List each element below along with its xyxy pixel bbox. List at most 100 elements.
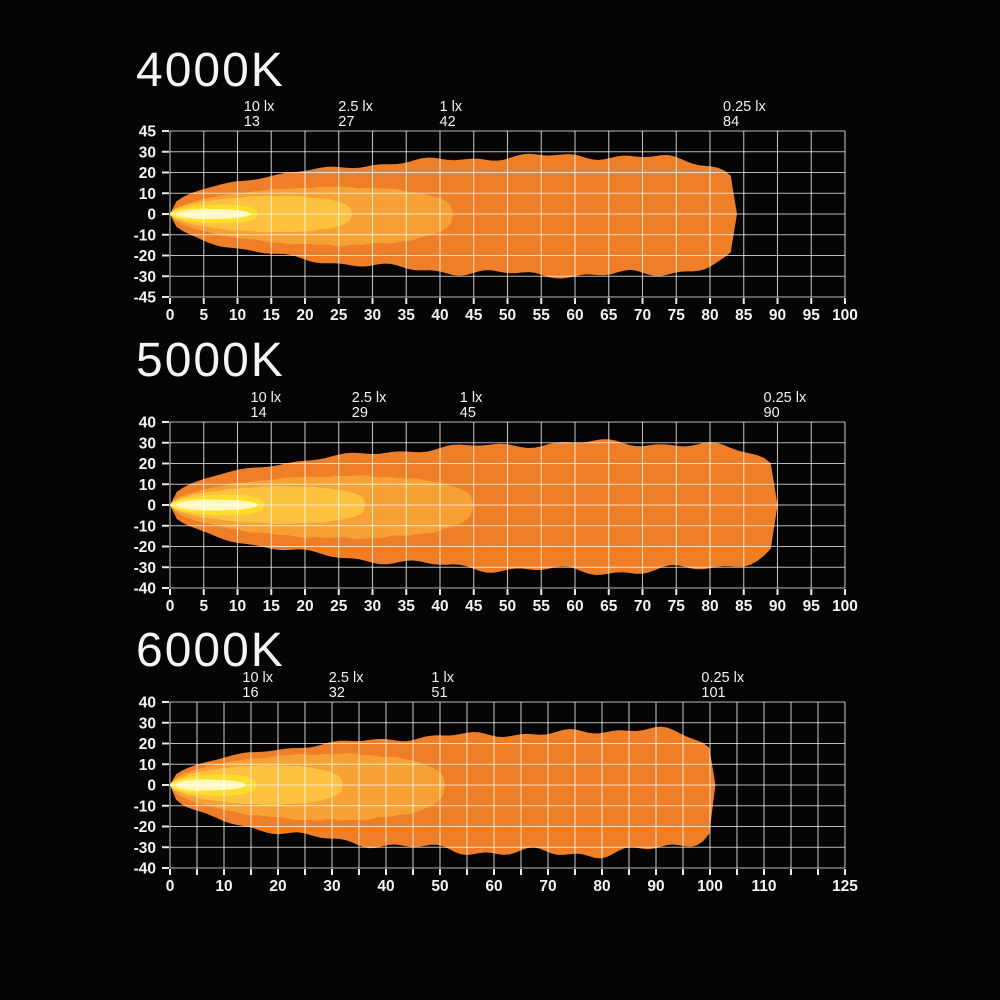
x-tick-label: 5 — [199, 598, 208, 615]
x-tick-label: 20 — [296, 307, 313, 324]
annotation-distance: 27 — [338, 114, 354, 130]
annotation-distance: 90 — [764, 405, 780, 421]
x-tick-label: 25 — [330, 598, 348, 615]
x-tick-label: 110 — [751, 878, 776, 895]
x-tick-label: 40 — [431, 307, 448, 324]
x-tick-label: 70 — [634, 598, 651, 615]
x-tick-label: 95 — [803, 598, 821, 615]
annotation-lux-value: 10 lx — [242, 670, 273, 686]
y-tick-label: 40 — [139, 695, 156, 712]
chart-grid — [169, 421, 846, 589]
y-tick-label: 30 — [139, 435, 156, 452]
annotation-distance: 101 — [701, 685, 725, 701]
x-tick-label: 80 — [593, 878, 610, 895]
y-tick-label: 30 — [139, 715, 156, 732]
x-tick-label: 0 — [166, 878, 175, 895]
annotation-distance: 84 — [723, 114, 739, 130]
annotation-lux-value: 1 lx — [440, 99, 463, 115]
y-tick-label: 0 — [147, 207, 156, 224]
chart-title-5000k: 5000K — [136, 334, 285, 387]
x-tick-label: 35 — [398, 307, 416, 324]
y-tick-label: -30 — [134, 560, 156, 577]
x-tick-label: 85 — [735, 307, 753, 324]
annotation-lux-value: 10 lx — [251, 390, 282, 406]
y-tick-label: 0 — [147, 498, 156, 515]
chart-grid — [169, 130, 846, 298]
y-tick-label: -20 — [134, 248, 156, 265]
x-tick-label: 90 — [769, 598, 786, 615]
x-tick-label: 20 — [296, 598, 313, 615]
x-tick-label: 10 — [229, 307, 246, 324]
annotation-lux-value: 0.25 lx — [701, 670, 744, 686]
annotation-distance: 29 — [352, 405, 368, 421]
x-tick-label: 55 — [533, 307, 551, 324]
annotation-lux-value: 2.5 lx — [352, 390, 387, 406]
x-tick-label: 15 — [263, 598, 281, 615]
annotation-lux-value: 10 lx — [244, 99, 275, 115]
x-tick-label: 60 — [566, 307, 583, 324]
x-tick-label: 75 — [668, 598, 686, 615]
y-tick-label: -20 — [134, 539, 156, 556]
annotation-lux-value: 2.5 lx — [338, 99, 373, 115]
y-tick-label: 20 — [139, 456, 156, 473]
x-tick-label: 10 — [215, 878, 232, 895]
annotation-distance: 16 — [242, 685, 258, 701]
x-tick-label: 40 — [431, 598, 448, 615]
axis-ticks — [162, 130, 846, 304]
x-tick-label: 0 — [166, 307, 175, 324]
annotation-distance: 42 — [440, 114, 456, 130]
x-tick-label: 70 — [634, 307, 651, 324]
x-tick-label: 30 — [323, 878, 340, 895]
y-tick-label: 10 — [139, 186, 156, 203]
x-tick-label: 95 — [803, 307, 821, 324]
chart-grid — [169, 701, 846, 869]
annotation-lux-value: 0.25 lx — [764, 390, 807, 406]
y-tick-label: -40 — [134, 861, 156, 878]
y-tick-label: 40 — [139, 415, 156, 432]
annotation-lux-value: 1 lx — [460, 390, 483, 406]
chart-title-4000k: 4000K — [136, 44, 285, 97]
axis-ticks — [162, 701, 846, 875]
chart-title-6000k: 6000K — [136, 624, 285, 677]
x-tick-label: 40 — [377, 878, 394, 895]
x-tick-label: 50 — [431, 878, 448, 895]
annotation-distance: 13 — [244, 114, 260, 130]
y-tick-label: -20 — [134, 819, 156, 836]
x-tick-label: 50 — [499, 598, 516, 615]
annotation-lux-value: 1 lx — [431, 670, 454, 686]
annotation-lux-value: 0.25 lx — [723, 99, 766, 115]
annotation-distance: 45 — [460, 405, 476, 421]
x-tick-label: 70 — [539, 878, 556, 895]
x-tick-label: 100 — [832, 598, 858, 615]
x-tick-label: 125 — [832, 878, 858, 895]
y-tick-label: 0 — [147, 778, 156, 795]
x-tick-label: 45 — [465, 307, 483, 324]
x-tick-label: 90 — [647, 878, 664, 895]
x-tick-label: 60 — [485, 878, 502, 895]
x-tick-label: 35 — [398, 598, 416, 615]
y-tick-label: -40 — [134, 581, 156, 598]
x-tick-label: 30 — [364, 598, 381, 615]
x-tick-label: 15 — [263, 307, 281, 324]
x-tick-label: 30 — [364, 307, 381, 324]
y-tick-label: 45 — [139, 124, 157, 141]
x-tick-label: 85 — [735, 598, 753, 615]
y-tick-label: -10 — [134, 798, 156, 815]
y-tick-label: 20 — [139, 165, 156, 182]
y-tick-label: -10 — [134, 227, 156, 244]
y-tick-label: 30 — [139, 144, 156, 161]
x-tick-label: 65 — [600, 307, 618, 324]
x-tick-label: 100 — [697, 878, 723, 895]
x-tick-label: 90 — [769, 307, 786, 324]
x-tick-label: 25 — [330, 307, 348, 324]
y-tick-label: 10 — [139, 757, 156, 774]
x-tick-label: 100 — [832, 307, 858, 324]
annotation-lux-value: 2.5 lx — [329, 670, 364, 686]
x-tick-label: 20 — [269, 878, 286, 895]
axis-ticks — [162, 421, 846, 595]
x-tick-label: 0 — [166, 598, 175, 615]
annotation-distance: 51 — [431, 685, 447, 701]
y-tick-label: -45 — [134, 290, 157, 307]
